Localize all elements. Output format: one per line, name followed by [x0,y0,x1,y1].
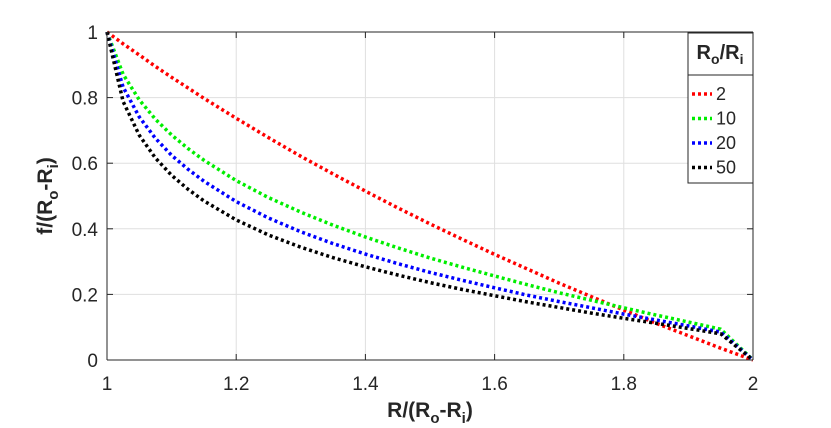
x-tick-label-2: 1.4 [352,374,379,395]
tick-labels: 1 1.2 1.4 1.6 1.8 200.20.40.60.81 [72,23,759,395]
x-tick-label-0: 1 [102,374,113,395]
y-tick-label-4: 0.8 [72,89,98,110]
legend: Ro/Ri 2 10 20 50 [687,32,754,184]
y-axis-label: f/(Ro-Ri) [34,157,62,235]
axis-ticks [106,31,754,361]
series-lines [105,30,755,362]
x-tick-label-3: 1.6 [481,374,507,395]
legend-items: 2 10 20 50 [692,84,736,178]
legend-title: Ro/Ri [697,42,744,67]
series-line-2 [105,30,754,362]
y-tick-label-2: 0.4 [72,220,99,241]
y-tick-label-0: 0 [87,351,98,372]
x-axis-label: R/(Ro-Ri) [387,399,473,427]
y-tick-label-1: 0.2 [72,285,98,306]
series-line-20 [105,31,755,362]
legend-box [687,32,754,184]
plot-area [107,32,753,360]
y-axis-label-sub-o: o [45,191,62,200]
x-axis-label-sub-i: i [462,410,466,427]
series-line-10 [105,31,755,362]
legend-label-20: 20 [716,133,736,153]
x-tick-label-5: 2 [748,374,759,395]
series-line-50 [105,31,755,362]
legend-label-50: 50 [716,158,736,178]
legend-label-2: 2 [716,84,726,104]
x-axis-label-sub-o: o [430,410,439,427]
y-tick-label-3: 0.6 [72,154,98,175]
y-axis-label-sub-i: i [45,164,62,168]
y-tick-label-5: 1 [87,23,98,44]
x-tick-label-4: 1.8 [611,374,637,395]
x-tick-label-1: 1.2 [223,374,249,395]
legend-label-10: 10 [716,109,736,129]
